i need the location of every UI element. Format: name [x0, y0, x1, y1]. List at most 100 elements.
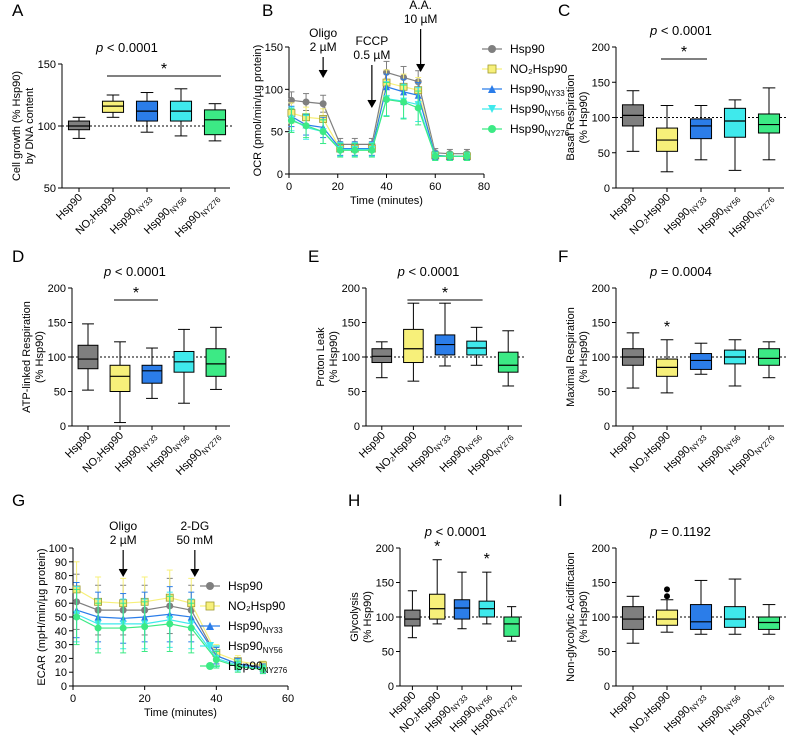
y-axis-label-line: Non-glycolytic Acidification [565, 552, 577, 682]
y-tick-label: 100 [49, 543, 67, 555]
box-Hsp90 [371, 341, 393, 379]
marker-circle [383, 95, 390, 103]
panel-A: A50100150Hsp90NO₂Hsp90Hsp90NY33Hsp90NY56… [11, 1, 232, 240]
box-Hsp90NY56 [723, 339, 747, 387]
panel-H: H050100150200Hsp90NO₂Hsp90Hsp90NY33Hsp90… [348, 491, 524, 738]
box-iqr [757, 113, 781, 134]
marker-circle [336, 146, 344, 154]
x-tick-label-Hsp90NY276-sub: NY276 [492, 433, 516, 457]
significance-star: * [133, 285, 139, 302]
legend-entry-Hsp90: Hsp90 [228, 579, 263, 593]
legend-entry-Hsp90NY56-main: Hsp90 [510, 102, 545, 116]
legend-entry-Hsp90-main: Hsp90 [228, 579, 263, 593]
y-axis-label-line: Basal Respiration [565, 74, 577, 160]
legend-entry-Hsp90NY33: Hsp90NY33 [228, 619, 283, 635]
box-Hsp90NY33 [135, 92, 159, 133]
panel-I: I050100150200Hsp90NO₂Hsp90Hsp90NY33Hsp90… [558, 491, 786, 738]
legend-entry-NO2Hsp90: NO₂Hsp90 [228, 599, 286, 613]
annotation-text: 0.5 µM [353, 48, 390, 62]
y-tick-label: 100 [592, 352, 610, 364]
marker-circle [206, 582, 214, 590]
y-tick-label: 150 [48, 318, 66, 330]
legend-entry-Hsp90: Hsp90 [510, 42, 545, 56]
x-tick-label-Hsp90: Hsp90 [63, 430, 94, 461]
y-axis-label: Proton Leak(% Hsp90) [315, 327, 340, 387]
y-tick-label: 0 [277, 169, 283, 181]
x-tick-label-Hsp90NY276-sub: NY276 [753, 195, 777, 219]
y-tick-label: 50 [271, 127, 283, 139]
box-iqr [723, 107, 747, 138]
box-iqr [203, 109, 227, 136]
y-tick-label: 200 [48, 283, 66, 295]
y-tick-label: 0 [604, 681, 610, 693]
y-axis-label-line: (% Hsp90) [362, 591, 374, 643]
x-tick-label-Hsp90: Hsp90 [357, 430, 388, 461]
box-iqr [67, 120, 91, 131]
y-axis-label-line: (% Hsp90) [328, 331, 340, 383]
legend-entry-Hsp90NY276-sub: NY276 [263, 666, 288, 675]
x-tick-label: 0 [70, 693, 76, 705]
y-tick-label: 200 [592, 42, 610, 54]
legend-entry-NO2Hsp90: NO₂Hsp90 [510, 62, 568, 76]
y-axis-label: OCR (pmol/min/µg protein) [252, 45, 264, 177]
y-axis-label: ATP-linked Respiration(% Hsp90) [21, 301, 46, 413]
marker-square [487, 64, 497, 74]
panel-B: B 0 50 100 150 0 20 40 60 80 Time (minutes) OCR (pm… [252, 0, 570, 207]
box-Hsp90NY276 [757, 87, 781, 161]
x-tick-label-Hsp90: Hsp90 [608, 192, 639, 223]
legend-entry-Hsp90NY56: Hsp90NY56 [510, 102, 565, 118]
box-iqr [497, 351, 519, 373]
box-Hsp90 [77, 323, 99, 391]
annotation-text: Oligo [309, 26, 337, 40]
p-value: p < 0.0001 [95, 40, 158, 55]
box-NO2Hsp90 [101, 94, 125, 118]
marker-circle [319, 100, 327, 108]
marker-circle [119, 624, 127, 632]
x-tick-label: 80 [478, 181, 490, 193]
marker-circle [234, 663, 242, 671]
y-axis-label-line: (% Hsp90) [34, 331, 46, 383]
legend-entry-Hsp90NY276: Hsp90NY276 [510, 122, 570, 138]
p-value-text: < 0.0001 [405, 264, 460, 279]
marker-circle [351, 146, 359, 154]
marker-circle [319, 128, 327, 136]
p-value-symbol: p [95, 40, 103, 55]
marker-circle [141, 623, 149, 631]
box-Hsp90NY276 [503, 606, 520, 642]
y-tick-label: 50 [382, 647, 394, 659]
y-tick-label: 200 [592, 283, 610, 295]
panel-E: E050100150200Hsp90NO₂Hsp90Hsp90NY33Hsp90… [308, 247, 524, 478]
significance-star: * [434, 539, 440, 556]
series-Hsp90NY56 [287, 81, 471, 161]
x-tick-label-Hsp90NY33-sub: NY33 [688, 693, 709, 714]
p-value-text: < 0.0001 [432, 524, 487, 539]
y-axis-label-line: Glycolysis [349, 592, 361, 642]
outlier-point [664, 593, 670, 600]
y-axis-label: Maximal Respiration(% Hsp90) [565, 307, 590, 407]
box-Hsp90NY56 [723, 578, 747, 635]
box-Hsp90NY56 [169, 88, 193, 137]
x-tick-label-Hsp90-main: Hsp90 [63, 430, 94, 461]
box-iqr [689, 118, 713, 140]
y-axis-label-line: by DNA content [24, 88, 36, 164]
significance-star: * [664, 319, 670, 336]
marker-circle [400, 98, 408, 106]
annotation: A.A.10 µM [404, 0, 437, 73]
y-tick-label: 70 [55, 584, 67, 596]
p-value: p < 0.0001 [103, 264, 166, 279]
y-tick-label: 150 [38, 59, 56, 71]
marker-circle [73, 613, 81, 621]
y-tick-label: 10 [55, 667, 67, 679]
box-iqr [141, 364, 163, 384]
x-tick-label-Hsp90NY33-sub: NY33 [688, 195, 709, 216]
p-value-symbol: p [424, 524, 432, 539]
legend: Hsp90NO₂Hsp90Hsp90NY33Hsp90NY56Hsp90NY27… [200, 579, 288, 675]
box-iqr [655, 609, 679, 626]
legend-entry-Hsp90NY33-sub: NY33 [263, 626, 284, 635]
annotation-text: FCCP [356, 34, 389, 48]
x-tick-label-Hsp90NY276-sub: NY276 [200, 433, 224, 457]
box-Hsp90NY56 [466, 326, 487, 366]
legend-entry-Hsp90NY276: Hsp90NY276 [228, 659, 288, 675]
x-tick-label-Hsp90NY56-sub: NY56 [171, 433, 192, 454]
